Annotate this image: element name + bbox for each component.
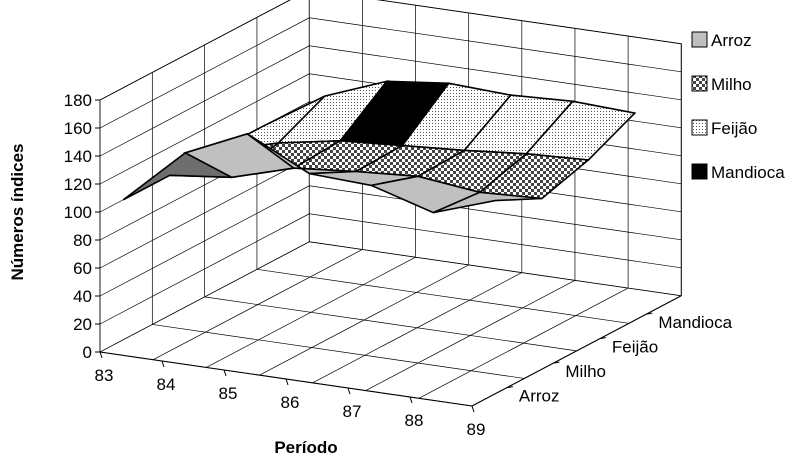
floor-gridline bbox=[309, 241, 682, 297]
x-tick-mark bbox=[471, 405, 475, 413]
gridline-y bbox=[99, 213, 682, 325]
y-tick-label: 0 bbox=[83, 343, 92, 362]
x-tick-mark bbox=[285, 378, 289, 386]
x-tick-label: 89 bbox=[467, 420, 486, 439]
depth-tick-mark bbox=[646, 312, 653, 315]
y-tick-label: 120 bbox=[64, 175, 92, 194]
legend-label: Arroz bbox=[711, 31, 752, 50]
x-tick-label: 88 bbox=[405, 411, 424, 430]
y-tick-label: 20 bbox=[73, 315, 92, 334]
surface-plot bbox=[122, 79, 637, 214]
y-tick-label: 40 bbox=[73, 287, 92, 306]
depth-tick-mark bbox=[599, 337, 606, 340]
legend-label: Mandioca bbox=[711, 163, 785, 182]
x-tick-label: 85 bbox=[219, 384, 238, 403]
x-tick-label: 86 bbox=[281, 393, 300, 412]
x-axis-ticks: 83 84 85 86 87 88 89 bbox=[95, 351, 486, 439]
legend-swatch bbox=[691, 163, 708, 180]
legend-swatch bbox=[691, 119, 708, 136]
chart-floor bbox=[99, 241, 682, 407]
surface-cell-arroz-88 bbox=[432, 191, 542, 214]
floor-gridline bbox=[256, 268, 629, 324]
y-tick-label: 60 bbox=[73, 259, 92, 278]
y-tick-label: 80 bbox=[73, 231, 92, 250]
legend: Arroz Milho Feijão Mandioca bbox=[691, 31, 785, 182]
floor-gridline bbox=[204, 296, 577, 352]
legend-swatch bbox=[691, 75, 708, 92]
depth-tick-mark bbox=[553, 361, 560, 364]
x-tick-label: 87 bbox=[343, 402, 362, 421]
x-tick-mark bbox=[223, 369, 227, 377]
y-tick-label: 180 bbox=[64, 91, 92, 110]
gridline-y bbox=[99, 185, 682, 297]
legend-label: Milho bbox=[711, 75, 752, 94]
legend-swatch bbox=[691, 31, 708, 48]
x-tick-label: 83 bbox=[95, 366, 114, 385]
depth-tick-label: Arroz bbox=[519, 387, 560, 406]
y-tick-label: 160 bbox=[64, 119, 92, 138]
x-tick-mark bbox=[347, 387, 351, 395]
x-tick-label: 84 bbox=[157, 375, 176, 394]
y-axis-title: Números índices bbox=[8, 144, 27, 281]
gridline-y bbox=[99, 241, 682, 353]
y-tick-label: 100 bbox=[64, 203, 92, 222]
depth-tick-label: Mandioca bbox=[658, 313, 732, 332]
x-tick-mark bbox=[99, 351, 103, 359]
floor-gridline bbox=[152, 324, 525, 379]
x-tick-mark bbox=[409, 396, 413, 404]
depth-tick-label: Milho bbox=[565, 362, 606, 381]
depth-tick-mark bbox=[506, 386, 513, 389]
x-axis-title: Período bbox=[274, 438, 337, 457]
depth-tick-label: Feijão bbox=[612, 338, 658, 357]
x-tick-mark bbox=[161, 360, 165, 368]
y-tick-label: 140 bbox=[64, 147, 92, 166]
legend-label: Feijão bbox=[711, 119, 757, 138]
